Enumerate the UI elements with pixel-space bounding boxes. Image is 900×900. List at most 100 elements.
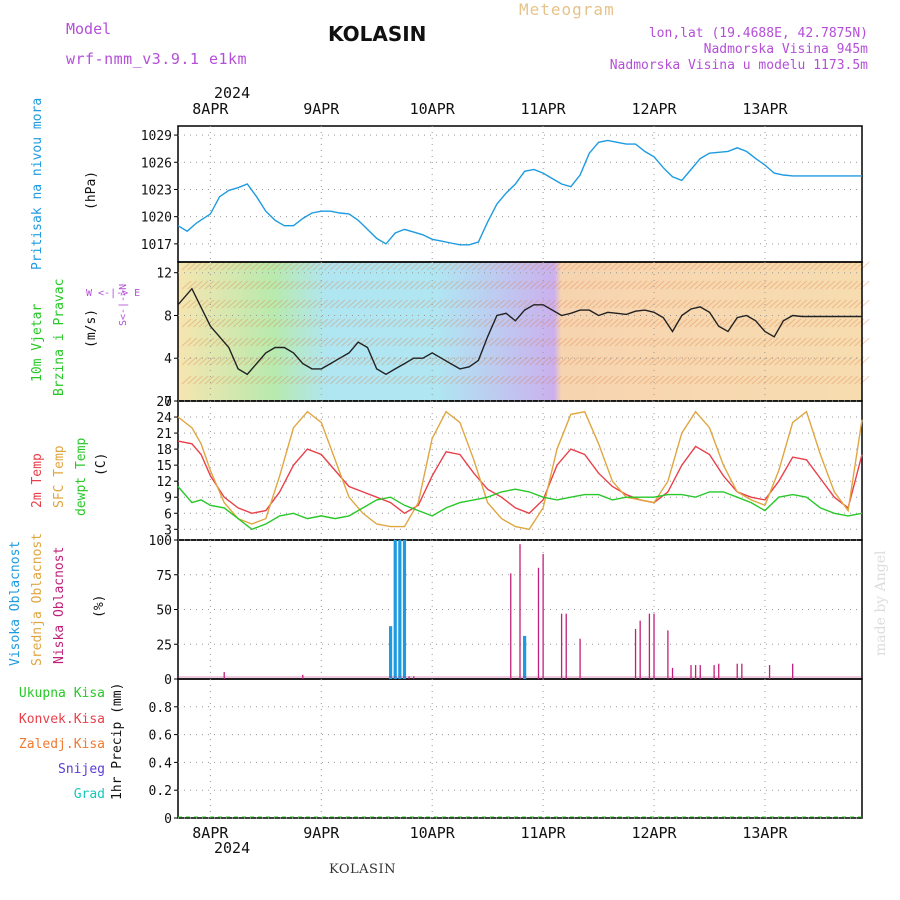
wind-barb	[238, 337, 249, 347]
wind-barb	[535, 318, 545, 328]
wind-barb	[745, 337, 756, 347]
wind-barb	[660, 280, 671, 290]
wind-barb	[631, 261, 642, 271]
wind-barb	[181, 280, 192, 290]
wind-barb	[289, 318, 300, 328]
wind-barb	[592, 261, 602, 271]
wind-barb	[267, 375, 277, 385]
wind-barb	[820, 280, 830, 290]
wind-barb	[614, 337, 625, 347]
wind-barb	[295, 337, 306, 347]
wind-barb	[478, 375, 488, 385]
wind-barb	[717, 299, 728, 309]
wind-barb	[295, 318, 306, 328]
wind-barb	[603, 280, 614, 290]
wind-barb	[837, 299, 847, 309]
date-label-top: 10APR	[410, 100, 456, 118]
wind-barb	[329, 299, 340, 309]
wind-barb	[443, 299, 454, 309]
wind-barb	[415, 375, 426, 385]
wind-barb	[466, 375, 477, 385]
wind-barb	[409, 318, 420, 328]
wind-barb	[261, 318, 272, 328]
wind-barb	[318, 356, 329, 366]
wind-barb	[267, 261, 277, 271]
wind-barb	[580, 318, 591, 328]
wind-barb	[523, 280, 534, 290]
wind-barb	[597, 261, 608, 271]
wind-barb	[654, 318, 665, 328]
wind-barb	[814, 299, 825, 309]
wind-barb	[552, 318, 562, 328]
wind-barb	[569, 261, 579, 271]
wind-barb	[289, 337, 300, 347]
wind-barb	[375, 261, 386, 271]
wind-barb	[557, 337, 568, 347]
wind-barb	[700, 261, 711, 271]
wind-barb	[312, 337, 323, 347]
wind-barb	[238, 318, 249, 328]
wind-barb	[215, 375, 226, 385]
wind-barb	[341, 318, 351, 328]
footer-station: KOLASIN	[329, 862, 396, 877]
wind-series-line	[177, 287, 862, 376]
wind-barb	[631, 375, 642, 385]
wind-barb	[848, 261, 859, 271]
wind-barb	[318, 299, 329, 309]
wind-barb	[540, 375, 551, 385]
wind-barb	[284, 280, 294, 290]
wind-barb	[523, 375, 534, 385]
wind-barb	[375, 337, 386, 347]
wind-barb	[443, 318, 454, 328]
wind-barb	[432, 337, 443, 347]
wind-barb	[643, 299, 654, 309]
wind-barb	[421, 356, 431, 366]
wind-barb	[512, 261, 522, 271]
wind-barb	[341, 375, 351, 385]
wind-barb	[284, 299, 294, 309]
wind-barb	[210, 375, 220, 385]
wind-barb	[757, 375, 768, 385]
wind-barb	[392, 261, 403, 271]
wind-barb	[284, 375, 294, 385]
wind-barb	[307, 375, 317, 385]
wind-barb	[512, 375, 522, 385]
wind-barb	[415, 337, 426, 347]
wind-barb	[472, 299, 483, 309]
wind-barb	[814, 261, 825, 271]
wind-barb	[523, 356, 534, 366]
wind-barb	[198, 261, 209, 271]
wind-barb	[671, 280, 682, 290]
year-top: 2024	[214, 84, 251, 102]
wind-barb	[740, 375, 750, 385]
wind-barb	[386, 299, 397, 309]
wind-barb	[557, 261, 568, 271]
wind-barb	[552, 337, 562, 347]
wind-barb	[831, 299, 842, 309]
precip-ytick-label: 0	[164, 812, 172, 827]
wind-barb	[324, 337, 334, 347]
wind-barb	[728, 280, 739, 290]
wind-barb	[250, 299, 260, 309]
wind-barb	[768, 375, 779, 385]
wind-barb	[609, 337, 619, 347]
cloud-bar	[792, 663, 794, 679]
wind-barb	[341, 337, 351, 347]
wind-barb	[797, 356, 807, 366]
wind-barb	[352, 375, 363, 385]
wind-barb	[751, 337, 762, 347]
wind-compass-we: W <-|-> E	[86, 288, 141, 299]
wind-barb	[495, 375, 505, 385]
wind-barb	[831, 337, 842, 347]
wind-barb	[751, 356, 762, 366]
wind-barb	[574, 337, 585, 347]
wind-barb	[204, 375, 215, 385]
wind-barb	[637, 375, 648, 385]
wind-barb	[552, 261, 562, 271]
wind-barb	[352, 280, 363, 290]
wind-barb	[227, 261, 237, 271]
wind-barb	[478, 299, 488, 309]
wind-barb	[569, 356, 579, 366]
wind-barb	[820, 318, 830, 328]
wind-barb	[232, 318, 243, 328]
